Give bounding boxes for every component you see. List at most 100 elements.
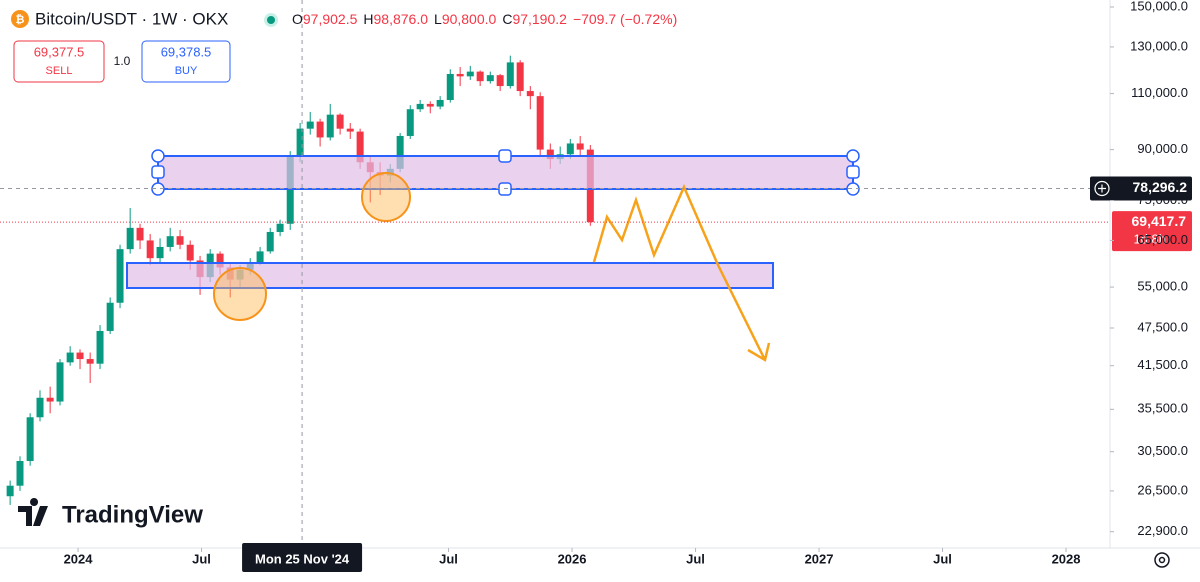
countdown: 1d 8h xyxy=(1133,232,1166,247)
sell-label: SELL xyxy=(46,65,73,77)
candle-body xyxy=(576,143,584,150)
candle-body xyxy=(56,362,64,402)
y-tick-label: 65,000.0 xyxy=(1137,232,1188,247)
candle-body xyxy=(316,121,324,138)
candle-body xyxy=(486,75,494,82)
candle-body xyxy=(186,244,194,261)
buy-price: 69,378.5 xyxy=(161,44,212,59)
last-price-box xyxy=(1112,211,1192,252)
crosshair-price-label: 78,296.2 xyxy=(1133,179,1188,195)
candle-body xyxy=(546,149,554,160)
y-tick-label: 41,500.0 xyxy=(1137,357,1188,372)
drawings xyxy=(126,149,860,362)
candle-body xyxy=(336,114,344,129)
candle-body xyxy=(536,96,544,150)
buy-label: BUY xyxy=(175,65,198,77)
ohlc-value: 97,902.5 xyxy=(303,11,358,27)
candle-body xyxy=(36,397,44,418)
y-tick-label: 55,000.0 xyxy=(1137,279,1188,294)
candle-body xyxy=(146,240,154,259)
overlay: 69,417.7 1d 8h 78,296.2 Mon 25 Nov '24 xyxy=(0,0,1192,572)
candle-body xyxy=(296,128,304,156)
brand-logo xyxy=(18,498,48,526)
y-tick-label: 130,000.0 xyxy=(1130,38,1188,53)
candle-body xyxy=(566,143,574,155)
projection-arrowhead xyxy=(747,342,771,362)
candle-body xyxy=(86,359,94,364)
x-tick-label: Jul xyxy=(439,551,458,566)
projection-path[interactable] xyxy=(592,183,767,361)
candle-body xyxy=(456,73,464,77)
candle-body xyxy=(266,231,274,252)
buy-button[interactable] xyxy=(141,40,231,83)
candle-body xyxy=(26,417,34,461)
candle-body xyxy=(446,73,454,100)
y-tick-label: 22,900.0 xyxy=(1137,523,1188,538)
circle-marker[interactable] xyxy=(361,172,411,222)
candle-body xyxy=(416,103,424,110)
add-alert-icon[interactable] xyxy=(1094,180,1110,197)
candle-body xyxy=(116,249,124,303)
status-dot xyxy=(267,16,275,24)
candle-body xyxy=(166,236,174,247)
btc-icon xyxy=(11,10,29,28)
y-tick-label: 26,500.0 xyxy=(1137,482,1188,497)
candle-body xyxy=(496,75,504,87)
sell-button[interactable] xyxy=(13,40,105,83)
candle-body xyxy=(436,99,444,107)
ohlc-key: O xyxy=(292,11,303,27)
candle-body xyxy=(6,485,14,497)
candle-body xyxy=(276,223,284,232)
candle-body xyxy=(256,251,264,263)
candle-body xyxy=(426,103,434,107)
y-tick-label: 90,000.0 xyxy=(1137,141,1188,156)
ohlc-key: H xyxy=(363,11,373,27)
x-tick-label: Jul xyxy=(686,551,705,566)
settings-icon[interactable] xyxy=(1154,552,1170,568)
sell-price: 69,377.5 xyxy=(34,44,85,59)
candle-body xyxy=(326,114,334,138)
y-tick-label: 75,000.0 xyxy=(1137,192,1188,207)
candle-body xyxy=(406,109,414,136)
y-tick-label: 150,000.0 xyxy=(1130,0,1188,13)
zone-handles[interactable] xyxy=(151,149,860,196)
zone-lower[interactable] xyxy=(126,262,774,289)
y-tick-label: 30,500.0 xyxy=(1137,443,1188,458)
ohlc: O97,902.5 H98,876.0 L90,800.0 C97,190.2 −709… xyxy=(292,11,677,27)
candle-body xyxy=(396,135,404,169)
y-tick-label: 47,500.0 xyxy=(1137,319,1188,334)
add-alert-icon xyxy=(1098,184,1106,193)
ohlc-value: 97,190.2 xyxy=(512,11,567,27)
settings-icon xyxy=(1158,556,1166,564)
candle-body xyxy=(106,302,114,331)
candle-body xyxy=(66,352,74,363)
candle-body xyxy=(476,71,484,82)
ohlc-value: 90,800.0 xyxy=(442,11,497,27)
candle-body xyxy=(176,236,184,245)
crosshair-time-box xyxy=(242,543,363,572)
change: −709.7 (−0.72%) xyxy=(573,11,677,27)
x-tick-label: 2027 xyxy=(805,551,834,566)
candle-body xyxy=(16,460,24,486)
last-price-label: 69,417.7 xyxy=(1132,213,1187,229)
candle-body xyxy=(306,121,314,129)
candle-body xyxy=(346,128,354,132)
candle-body xyxy=(506,62,514,87)
crosshair-price-box xyxy=(1090,176,1192,201)
candle-body xyxy=(466,71,474,77)
btc-icon-glyph: ₿ xyxy=(16,14,25,26)
ohlc-value: 98,876.0 xyxy=(374,11,429,27)
quantity[interactable]: 1.0 xyxy=(114,54,131,68)
candle-body xyxy=(46,397,54,402)
symbol: Bitcoin/USDT · 1W · OKX xyxy=(35,9,228,28)
circle-marker[interactable] xyxy=(213,267,267,321)
candle-body xyxy=(76,352,84,360)
x-tick-label: Jul xyxy=(192,551,211,566)
brand: TradingView xyxy=(62,501,203,528)
x-tick-label: 2028 xyxy=(1052,551,1081,566)
candle-body xyxy=(516,62,524,92)
y-tick-label: 35,500.0 xyxy=(1137,401,1188,416)
candle-body xyxy=(126,227,134,250)
